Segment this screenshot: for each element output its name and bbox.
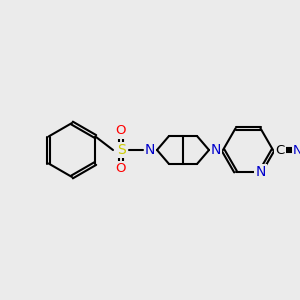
Text: O: O bbox=[116, 124, 126, 137]
Text: N: N bbox=[255, 165, 266, 179]
Text: N: N bbox=[293, 143, 300, 157]
Text: N: N bbox=[145, 143, 155, 157]
Text: S: S bbox=[117, 143, 125, 157]
Text: N: N bbox=[211, 143, 221, 157]
Text: C: C bbox=[275, 143, 285, 157]
Text: O: O bbox=[116, 163, 126, 176]
